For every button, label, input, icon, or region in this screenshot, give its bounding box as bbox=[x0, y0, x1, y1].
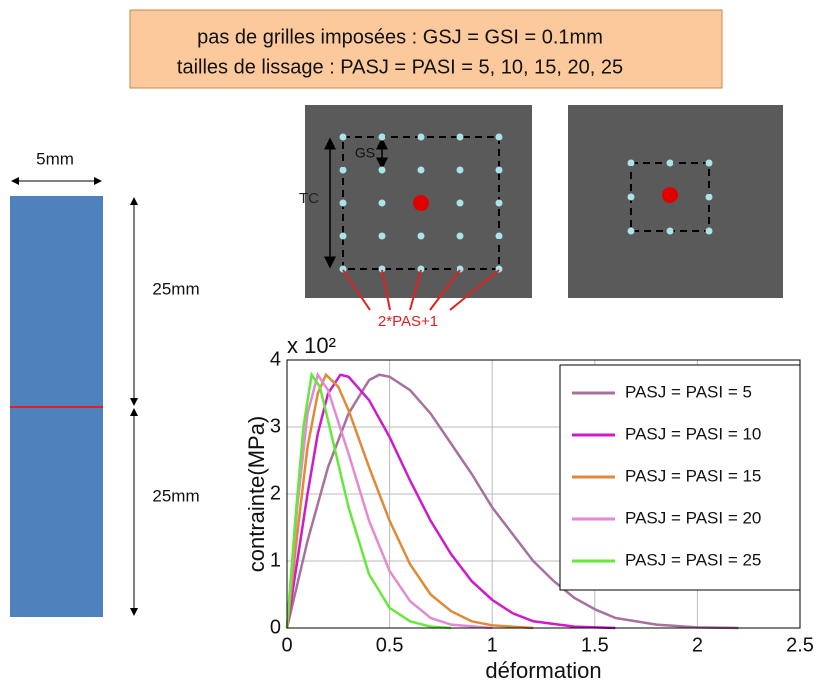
grid-point bbox=[378, 265, 386, 273]
pointer-line bbox=[342, 269, 371, 311]
grid-point bbox=[339, 166, 347, 174]
x-tick-label: 2.5 bbox=[786, 634, 814, 656]
center-point bbox=[413, 195, 429, 211]
grid-point bbox=[705, 193, 713, 201]
header-line: tailles de lissage : PASJ = PASI = 5, 10… bbox=[177, 56, 623, 78]
y-tick-label: 4 bbox=[270, 348, 281, 370]
grid-point bbox=[627, 193, 635, 201]
legend-label: PASJ = PASI = 25 bbox=[625, 550, 761, 569]
grid-point bbox=[627, 159, 635, 167]
y-tick-label: 2 bbox=[270, 482, 281, 504]
gs-label: GS bbox=[355, 145, 375, 161]
grid-point bbox=[456, 166, 464, 174]
legend-label: PASJ = PASI = 20 bbox=[625, 508, 761, 527]
pointer-line bbox=[429, 269, 461, 311]
y-tick-label: 0 bbox=[270, 616, 281, 638]
series-line bbox=[285, 371, 452, 630]
pointer-line bbox=[449, 269, 500, 311]
grid-point bbox=[705, 227, 713, 235]
grid-point bbox=[339, 265, 347, 273]
y-tick-label: 3 bbox=[270, 415, 281, 437]
grid-point bbox=[378, 133, 386, 141]
length-label: 25mm bbox=[152, 279, 199, 298]
series-line bbox=[285, 372, 534, 630]
x-tick-label: 0.5 bbox=[376, 634, 404, 656]
grid-point bbox=[495, 166, 503, 174]
grid-point bbox=[456, 232, 464, 240]
grid-point bbox=[417, 166, 425, 174]
grid-point bbox=[417, 133, 425, 141]
x-tick-label: 1.5 bbox=[581, 634, 609, 656]
length-label: 25mm bbox=[152, 486, 199, 505]
x-tick-label: 0 bbox=[281, 634, 292, 656]
pointer-line bbox=[409, 269, 422, 311]
legend-label: PASJ = PASI = 10 bbox=[625, 424, 761, 443]
legend-label: PASJ = PASI = 15 bbox=[625, 466, 761, 485]
grid-point bbox=[378, 166, 386, 174]
grid-point bbox=[339, 199, 347, 207]
tc-label: TC bbox=[299, 190, 319, 207]
grid-point bbox=[627, 227, 635, 235]
y-multiplier: x 10² bbox=[287, 333, 336, 358]
grid-point bbox=[456, 133, 464, 141]
series-line bbox=[285, 373, 616, 630]
speckle-image: TC GS bbox=[299, 105, 532, 298]
pas-label: 2*PAS+1 bbox=[378, 313, 438, 330]
grid-point bbox=[495, 133, 503, 141]
grid-point bbox=[705, 159, 713, 167]
x-tick-label: 2 bbox=[692, 634, 703, 656]
speckle-image bbox=[568, 105, 783, 298]
width-label: 5mm bbox=[36, 149, 74, 168]
grid-point bbox=[339, 232, 347, 240]
grid-point bbox=[666, 227, 674, 235]
grid-point bbox=[417, 232, 425, 240]
legend-label: PASJ = PASI = 5 bbox=[625, 382, 752, 401]
y-tick-label: 1 bbox=[270, 549, 281, 571]
series-line bbox=[285, 373, 739, 630]
x-tick-label: 1 bbox=[487, 634, 498, 656]
center-point bbox=[662, 187, 678, 203]
grid-point bbox=[339, 133, 347, 141]
grid-point bbox=[495, 232, 503, 240]
x-axis-label: déformation bbox=[485, 658, 601, 683]
grid-point bbox=[666, 159, 674, 167]
header-box bbox=[129, 9, 723, 89]
grid-point bbox=[456, 199, 464, 207]
series-line bbox=[285, 371, 493, 630]
header-line: pas de grilles imposées : GSJ = GSI = 0.… bbox=[197, 26, 603, 48]
image-background bbox=[568, 105, 783, 298]
grid-point bbox=[378, 232, 386, 240]
pointer-line bbox=[381, 269, 391, 311]
grid-point bbox=[417, 265, 425, 273]
y-axis-label: contrainte(MPa) bbox=[244, 416, 269, 573]
grid-point bbox=[495, 199, 503, 207]
grid-point bbox=[378, 199, 386, 207]
